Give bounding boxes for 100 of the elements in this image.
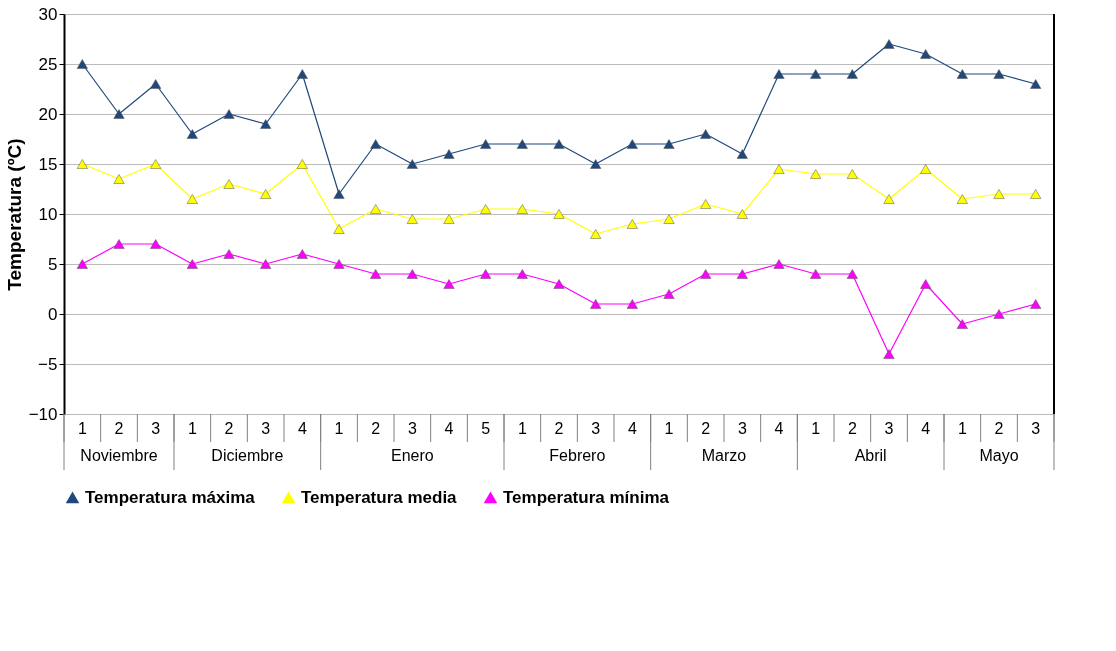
legend-label: Temperatura máxima [85, 487, 256, 507]
x-tick-label: 1 [334, 420, 344, 437]
y-tick-label: −10 [28, 404, 58, 424]
point [626, 299, 638, 309]
point [956, 69, 968, 79]
point [590, 159, 602, 169]
point [443, 214, 455, 224]
text: Enero [390, 447, 434, 464]
y-tick-label: 10 [38, 204, 58, 224]
y-tick-label: −5 [38, 354, 58, 374]
point [553, 139, 565, 149]
x-tick-label: 1 [517, 420, 527, 437]
point [810, 69, 822, 79]
point [1030, 299, 1042, 309]
point [810, 269, 822, 279]
point [333, 224, 345, 234]
legend-label: Temperatura mínima [503, 487, 670, 507]
point [553, 279, 565, 289]
point [920, 164, 932, 174]
point [296, 159, 308, 169]
x-tick-label: 2 [701, 420, 711, 437]
point [700, 129, 712, 139]
point [223, 249, 235, 259]
x-tick-label: 3 [261, 420, 271, 437]
point [76, 59, 88, 69]
point [150, 159, 162, 169]
point [590, 229, 602, 239]
point [626, 219, 638, 229]
point [700, 269, 712, 279]
point [113, 174, 125, 184]
text: Noviembre [80, 447, 158, 464]
point [810, 169, 822, 179]
point [333, 259, 345, 269]
text: Febrero [549, 447, 606, 464]
x-tick-label: 4 [921, 420, 931, 437]
point [150, 239, 162, 249]
legend-label: Temperatura media [301, 487, 458, 507]
x-tick-label: 4 [444, 420, 454, 437]
point [150, 79, 162, 89]
text: Mayo [979, 447, 1019, 464]
point [516, 204, 528, 214]
point [223, 109, 235, 119]
point [993, 69, 1005, 79]
x-tick-label: 1 [187, 420, 197, 437]
point [846, 269, 858, 279]
point [76, 159, 88, 169]
point [773, 259, 785, 269]
point [480, 269, 492, 279]
x-tick-label: 1 [77, 420, 87, 437]
point [846, 169, 858, 179]
x-tick-label: 3 [407, 420, 417, 437]
y-tick-label: 0 [48, 304, 58, 324]
point [883, 194, 895, 204]
x-tick-label: 4 [297, 420, 307, 437]
point [553, 209, 565, 219]
point [773, 69, 785, 79]
point [260, 259, 272, 269]
point [773, 164, 785, 174]
point [516, 269, 528, 279]
point [956, 319, 968, 329]
point [626, 139, 638, 149]
point [223, 179, 235, 189]
point [883, 349, 895, 359]
point [186, 194, 198, 204]
point [846, 69, 858, 79]
point [296, 249, 308, 259]
point [1030, 79, 1042, 89]
point [700, 199, 712, 209]
y-tick-label: 30 [38, 4, 58, 24]
x-tick-label: 1 [664, 420, 674, 437]
point [296, 69, 308, 79]
x-tick-label: 3 [591, 420, 601, 437]
text: Marzo [701, 447, 747, 464]
x-tick-label: 2 [224, 420, 234, 437]
point [113, 239, 125, 249]
point [370, 139, 382, 149]
point [370, 269, 382, 279]
point [883, 39, 895, 49]
point [736, 269, 748, 279]
point [443, 149, 455, 159]
point [480, 139, 492, 149]
point [370, 204, 382, 214]
x-tick-label: 3 [1031, 420, 1041, 437]
point [663, 289, 675, 299]
x-tick-label: 1 [811, 420, 821, 437]
point [260, 119, 272, 129]
point [993, 189, 1005, 199]
x-tick-label: 3 [884, 420, 894, 437]
x-tick-label: 4 [774, 420, 784, 437]
y-tick-label: 20 [38, 104, 58, 124]
point [920, 279, 932, 289]
y-tick-label: 15 [38, 154, 58, 174]
x-tick-label: 4 [627, 420, 637, 437]
point [920, 49, 932, 59]
point [956, 194, 968, 204]
point [113, 109, 125, 119]
point [76, 259, 88, 269]
text: Abril [854, 447, 887, 464]
point [1030, 189, 1042, 199]
x-tick-label: 1 [957, 420, 967, 437]
